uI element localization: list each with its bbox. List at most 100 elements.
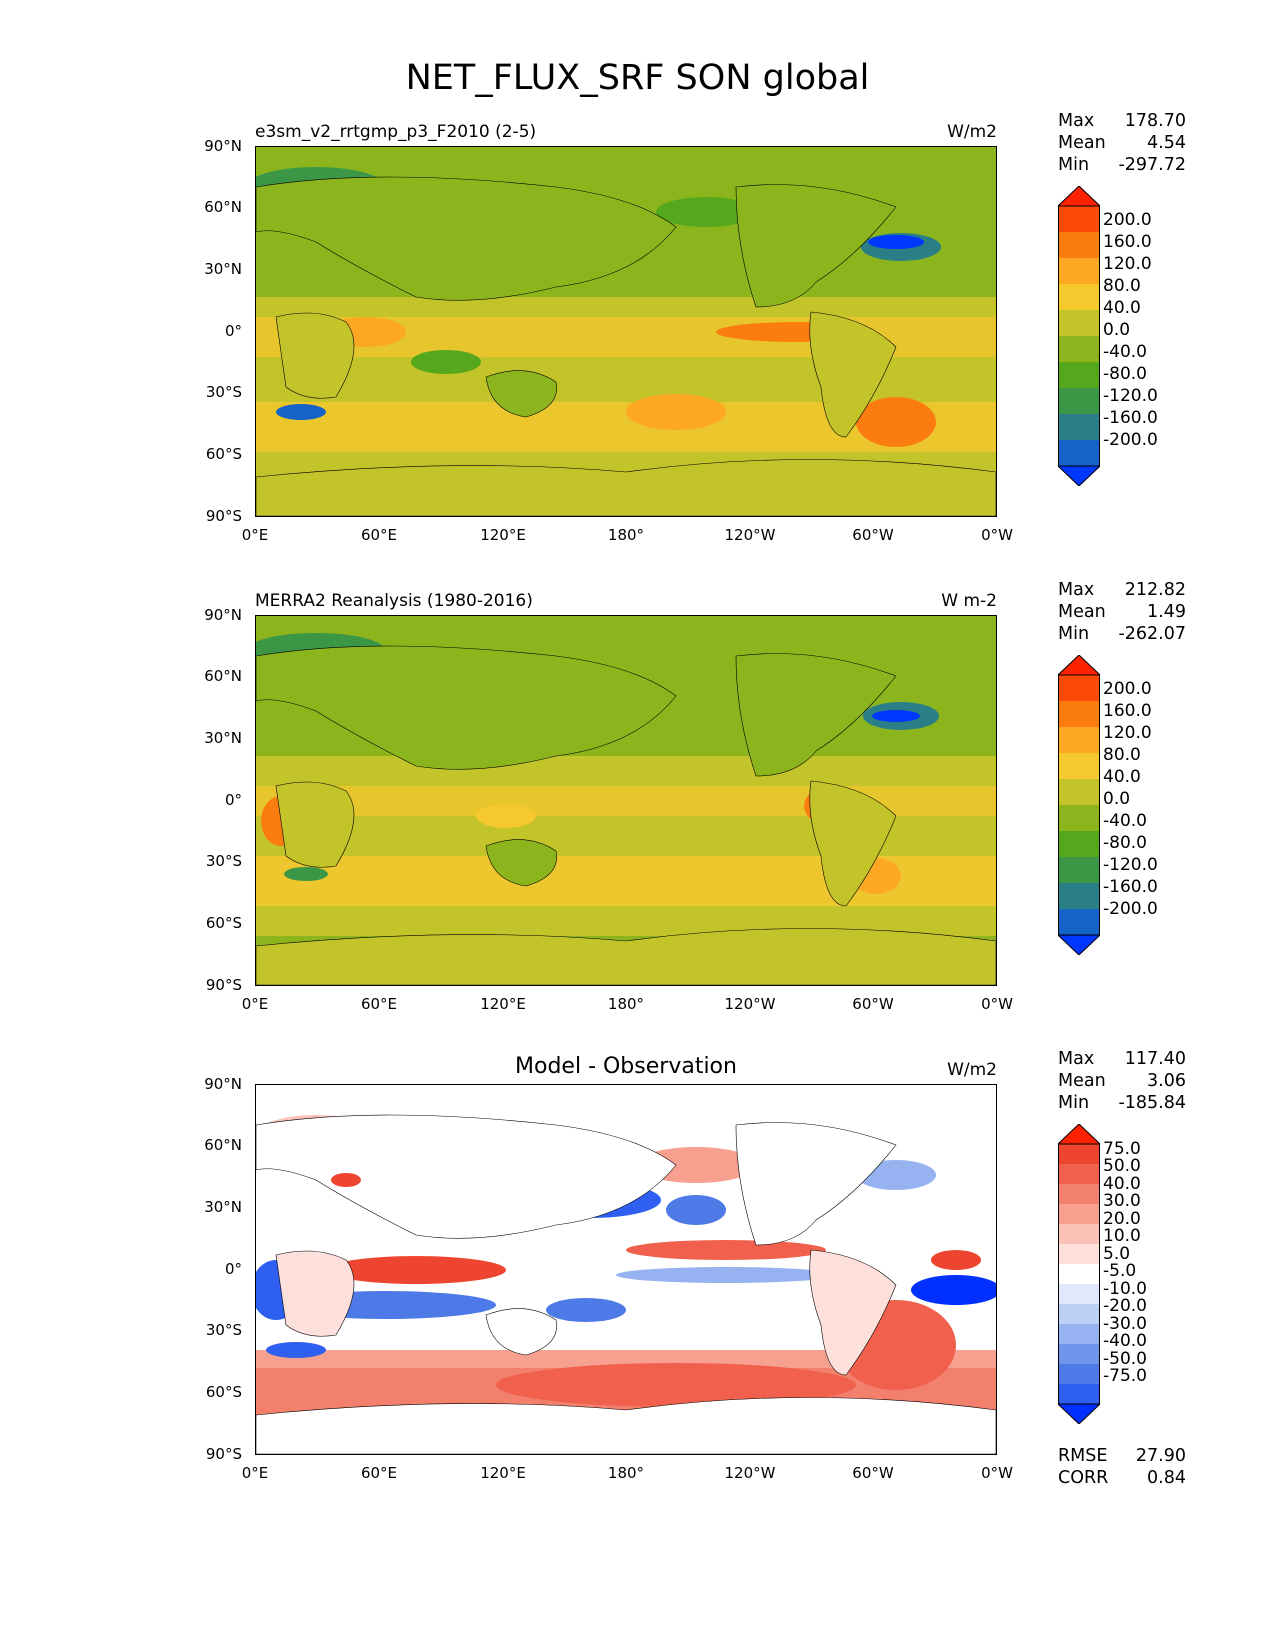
mean-label: Mean [1058,602,1106,622]
colorbar-extend-min [1058,1403,1100,1424]
lat-label: 60°S [205,914,242,932]
colorbar-swatch [1058,857,1100,884]
colorbar-tick-label: 10.0 [1103,1226,1141,1246]
colorbar-swatch [1058,675,1100,702]
lat-label: 90°N [204,1075,242,1093]
lon-label: 180° [607,1464,645,1482]
lon-label: 0°E [241,1464,269,1482]
colorbar-extend-max [1058,1124,1100,1145]
lat-label: 90°S [205,976,242,994]
lat-label: 60°S [205,445,242,463]
colorbar-swatch [1058,779,1100,806]
metrics-block: RMSE 27.90 CORR 0.84 [1058,1445,1186,1489]
colorbar-tick-label: 75.0 [1103,1139,1141,1159]
max-value: 178.70 [1124,111,1186,131]
min-label: Min [1058,155,1090,175]
colorbar-swatch [1058,831,1100,858]
colorbar-swatch [1058,1264,1100,1285]
panel-title: e3sm_v2_rrtgmp_p3_F2010 (2-5) [255,122,537,142]
colorbar-tick-label: 40.0 [1103,767,1141,787]
colorbar-swatch [1058,206,1100,233]
lat-label: 0° [224,322,242,340]
colorbar-tick-label: -120.0 [1103,386,1158,406]
lat-label: 90°S [205,507,242,525]
colorbar-tick-label: -30.0 [1103,1314,1147,1334]
min-value: -185.84 [1118,1093,1186,1113]
colorbar-swatch [1058,1284,1100,1305]
rmse-value: 27.90 [1135,1446,1186,1466]
colorbar-tick-label: -75.0 [1103,1366,1147,1386]
lat-label: 30°S [205,383,242,401]
lat-label: 30°N [204,1198,242,1216]
lat-label: 60°N [204,1136,242,1154]
mean-value: 1.49 [1147,602,1186,622]
colorbar [1058,186,1100,486]
colorbar-tick-label: -40.0 [1103,342,1147,362]
mean-value: 3.06 [1147,1071,1186,1091]
lat-label: 60°N [204,198,242,216]
colorbar-swatch [1058,727,1100,754]
colorbar-tick-label: -80.0 [1103,833,1147,853]
colorbar-swatch [1058,258,1100,285]
lon-label: 120°E [480,995,526,1013]
stats-block: Max 117.40 Mean 3.06 Min -185.84 [1058,1048,1186,1114]
mean-label: Mean [1058,1071,1106,1091]
mean-value: 4.54 [1147,133,1186,153]
lon-label: 0°W [981,1464,1013,1482]
colorbar-swatch [1058,1144,1100,1165]
panel-units: W m-2 [941,591,997,611]
lat-label: 30°S [205,1321,242,1339]
figure-title: NET_FLUX_SRF SON global [405,58,870,98]
lon-label: 60°W [852,995,894,1013]
lat-label: 0° [224,791,242,809]
colorbar-tick-label: -160.0 [1103,408,1158,428]
colorbar-swatch [1058,1324,1100,1345]
colorbar-swatch [1058,701,1100,728]
colorbar-tick-label: 160.0 [1103,701,1152,721]
colorbar-tick-label: -120.0 [1103,855,1158,875]
colorbar-swatch [1058,440,1100,467]
lon-label: 120°E [480,1464,526,1482]
min-value: -297.72 [1118,155,1186,175]
max-label: Max [1058,1049,1095,1069]
colorbar-swatch [1058,883,1100,910]
lon-label: 0°E [241,526,269,544]
observation-flux-map [255,615,997,986]
colorbar-extend-max [1058,655,1100,676]
lon-label: 120°W [724,995,776,1013]
colorbar-tick-label: -20.0 [1103,1296,1147,1316]
lat-label: 0° [224,1260,242,1278]
colorbar-swatch [1058,909,1100,936]
lon-label: 120°W [724,1464,776,1482]
observation-panel: MERRA2 Reanalysis (1980-2016) W m-2 90°N [0,580,1275,1055]
colorbar-tick-label: -40.0 [1103,811,1147,831]
colorbar-tick-label: 120.0 [1103,254,1152,274]
panel-title: MERRA2 Reanalysis (1980-2016) [255,591,533,611]
lon-label: 0°W [981,526,1013,544]
colorbar-tick-label: -40.0 [1103,1331,1147,1351]
colorbar-extend-max [1058,186,1100,207]
lon-label: 120°W [724,526,776,544]
difference-panel: Model - Observation W/m2 [0,1049,1275,1524]
model-panel: e3sm_v2_rrtgmp_p3_F2010 (2-5) W/m2 [0,111,1275,586]
colorbar-swatch [1058,753,1100,780]
colorbar-swatch [1058,1304,1100,1325]
colorbar-tick-label: 30.0 [1103,1191,1141,1211]
colorbar-tick-label: -5.0 [1103,1261,1137,1281]
stats-block: Max 178.70 Mean 4.54 Min -297.72 [1058,110,1186,176]
colorbar-tick-label: -10.0 [1103,1279,1147,1299]
min-label: Min [1058,624,1090,644]
lon-label: 0°E [241,995,269,1013]
lon-label: 60°E [360,526,398,544]
lon-label: 0°W [981,995,1013,1013]
max-label: Max [1058,580,1095,600]
colorbar-swatch [1058,1344,1100,1365]
colorbar-tick-label: 120.0 [1103,723,1152,743]
colorbar [1058,655,1100,955]
lat-label: 60°S [205,1383,242,1401]
colorbar-swatch [1058,1184,1100,1205]
colorbar-frame [1058,205,1100,467]
colorbar-tick-label: -50.0 [1103,1349,1147,1369]
colorbar-swatch [1058,1224,1100,1245]
lon-label: 180° [607,526,645,544]
